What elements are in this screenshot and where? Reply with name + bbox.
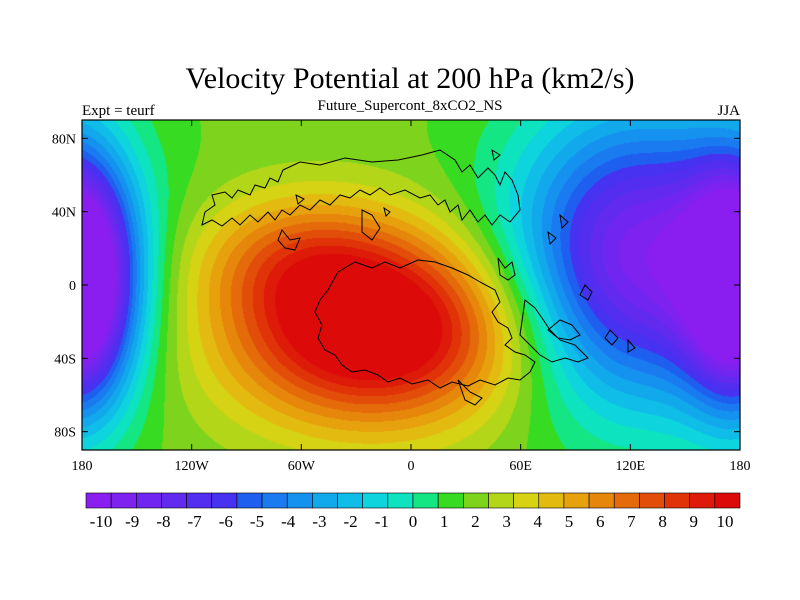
colorbar-tick-label: -1 [375, 512, 389, 531]
colorbar-swatch [664, 492, 690, 509]
x-axis: 180 120W 60W 0 60E 120E 180 [72, 120, 751, 474]
colorbar-swatch [538, 492, 565, 509]
x-tick-label: 60E [509, 459, 532, 474]
colorbar-swatch [588, 492, 615, 509]
colorbar-swatch [161, 492, 187, 509]
x-tick-label: 0 [408, 459, 415, 474]
colorbar-swatch [211, 492, 238, 509]
colorbar-swatch [412, 492, 439, 509]
colorbar-swatch [261, 492, 288, 509]
colorbar-tick-label: 7 [627, 512, 636, 531]
colorbar-swatch [362, 492, 389, 509]
colorbar-swatch [85, 492, 112, 509]
colorbar-tick-label: 4 [534, 512, 543, 531]
colorbar-tick-label: 0 [409, 512, 418, 531]
colorbar-tick-label: -6 [219, 512, 233, 531]
colorbar-swatch [563, 492, 590, 509]
colorbar-swatch [136, 492, 162, 509]
y-tick-label: 40S [54, 352, 76, 367]
colorbar-swatch [337, 492, 363, 509]
colorbar: -10 -9 -8 -7 -6 -5 -4 -3 -2 -1 0 1 2 3 4 5 6 7 8 9 10 [85, 492, 741, 531]
x-tick-label: 180 [72, 459, 93, 474]
colorbar-swatch [488, 492, 514, 509]
map-plot-area: 180 120W 60W 0 60E 120E 180 80N 40N 0 40S 80S [52, 119, 751, 474]
colorbar-swatch [312, 492, 338, 509]
colorbar-tick-label: 6 [596, 512, 605, 531]
colorbar-swatch [714, 492, 741, 509]
chart-title: Velocity Potential at 200 hPa (km2/s) [185, 62, 634, 95]
colorbar-tick-label: -5 [250, 512, 264, 531]
colorbar-tick-label: -9 [125, 512, 139, 531]
colorbar-swatch [613, 492, 640, 509]
y-tick-label: 80S [54, 426, 76, 441]
x-tick-label: 120W [175, 459, 210, 474]
colorbar-tick-label: 1 [440, 512, 449, 531]
colorbar-swatch [286, 492, 313, 509]
x-tick-label: 180 [730, 459, 751, 474]
colorbar-tick-label: 5 [565, 512, 574, 531]
colorbar-tick-label: 10 [717, 512, 734, 531]
chart-subtitle: Future_Supercont_8xCO2_NS [318, 98, 503, 114]
colorbar-swatch [186, 492, 213, 509]
colorbar-tick-label: -10 [90, 512, 113, 531]
x-tick-label: 120E [616, 459, 646, 474]
colorbar-tick-label: -3 [312, 512, 326, 531]
y-tick-label: 0 [69, 279, 76, 294]
colorbar-swatch [387, 492, 414, 509]
colorbar-swatch [513, 492, 540, 509]
colorbar-tick-label: 9 [690, 512, 699, 531]
continent-outline [201, 148, 636, 406]
colorbar-tick-label: -7 [188, 512, 203, 531]
colorbar-tick-label: 8 [658, 512, 667, 531]
colorbar-swatch [463, 492, 489, 509]
experiment-label: Expt = teurf [82, 103, 155, 119]
x-tick-label: 60W [288, 459, 316, 474]
colorbar-swatch [639, 492, 665, 509]
colorbar-tick-label: -4 [281, 512, 296, 531]
colorbar-tick-label: -2 [344, 512, 358, 531]
y-tick-label: 40N [52, 206, 76, 221]
colorbar-swatch [236, 492, 263, 509]
colorbar-swatch [110, 492, 137, 509]
colorbar-swatch [437, 492, 464, 509]
y-axis: 80N 40N 0 40S 80S [52, 132, 740, 441]
colorbar-tick-label: -8 [156, 512, 170, 531]
colorbar-tick-label: 3 [502, 512, 511, 531]
y-tick-label: 80N [52, 132, 76, 147]
velocity-potential-field [82, 120, 740, 450]
colorbar-tick-label: 2 [471, 512, 480, 531]
colorbar-swatch [689, 492, 716, 509]
season-label: JJA [717, 103, 740, 119]
